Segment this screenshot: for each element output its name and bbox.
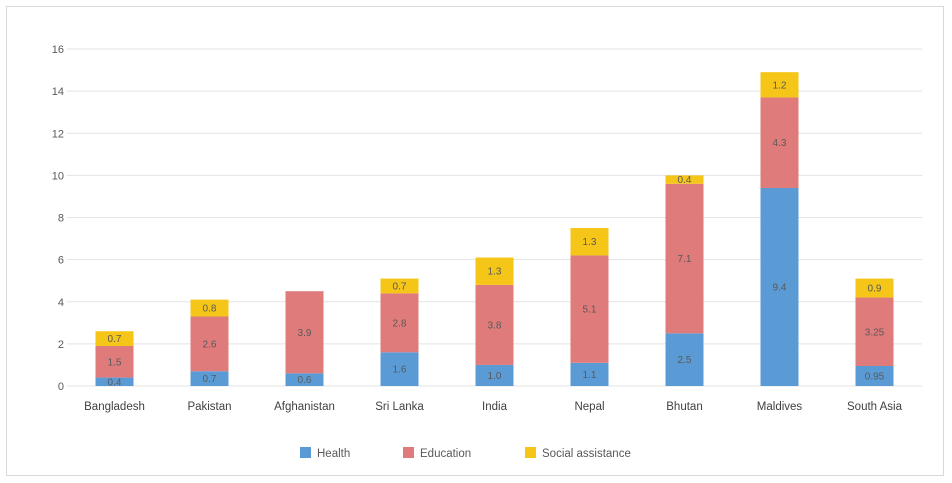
y-tick-label: 16 [52, 44, 64, 56]
x-category-label: South Asia [847, 401, 903, 413]
x-category-label: Bangladesh [84, 401, 145, 413]
data-label: 0.4 [108, 377, 122, 388]
legend-swatch [403, 447, 414, 458]
bar-segment-health [380, 352, 419, 386]
data-label: 0.9 [868, 284, 882, 295]
legend-item: Social assistance [525, 447, 631, 460]
bar-segment-education [855, 297, 894, 366]
bar-segment-social-assistance [570, 228, 609, 256]
bar-segment-social-assistance [190, 299, 229, 317]
bar-segment-social-assistance [855, 278, 894, 298]
bar-segment-health [570, 362, 609, 386]
legend-item: Education [403, 447, 471, 460]
data-label: 0.95 [865, 371, 885, 382]
data-label: 0.8 [203, 304, 217, 315]
stacked-bar-chart: 0 2 4 6 8 10 12 14 16 0.4 1.5 0.7 0.7 2.6 0.8 0.6 3.9 1.… [52, 44, 922, 460]
x-category-label: Maldives [757, 401, 803, 413]
x-axis-categories: Bangladesh Pakistan Afghanistan Sri Lanka In… [84, 401, 902, 413]
y-tick-label: 0 [58, 381, 64, 393]
bar-segment-health [95, 377, 134, 386]
bar-stack: 0.6 3.9 [285, 291, 324, 386]
legend-label: Social assistance [542, 448, 631, 460]
bar-segment-education [665, 183, 704, 334]
data-label: 9.4 [773, 283, 787, 294]
bar-segment-health [190, 371, 229, 386]
data-label: 2.6 [203, 339, 217, 350]
bar-segment-education [760, 97, 799, 189]
y-tick-label: 12 [52, 128, 64, 140]
bar-segment-health [855, 365, 894, 386]
data-label: 0.7 [108, 334, 122, 345]
bar-segment-social-assistance [760, 72, 799, 98]
y-tick-label: 4 [58, 297, 64, 309]
legend-label: Health [317, 448, 350, 460]
data-label: 3.9 [298, 328, 312, 339]
legend-swatch [525, 447, 536, 458]
bar-segment-education [285, 291, 324, 374]
bar-stack: 2.5 7.1 0.4 [665, 175, 704, 386]
x-category-label: India [482, 401, 508, 413]
bar-segment-education [380, 293, 419, 353]
legend: Health Education Social assistance [300, 447, 631, 460]
data-label: 3.8 [488, 320, 502, 331]
x-category-label: Afghanistan [274, 401, 335, 413]
data-label: 1.1 [583, 370, 597, 381]
x-category-label: Sri Lanka [375, 401, 424, 413]
y-axis-ticks: 0 2 4 6 8 10 12 14 16 [52, 44, 64, 393]
legend-item: Health [300, 447, 350, 460]
data-label: 5.1 [583, 305, 597, 316]
chart-frame: 0 2 4 6 8 10 12 14 16 0.4 1.5 0.7 0.7 2.6 0.8 0.6 3.9 1.… [6, 6, 944, 476]
bar-stack: 1.6 2.8 0.7 [380, 278, 419, 386]
data-label: 1.0 [488, 371, 502, 382]
data-label: 1.3 [488, 267, 502, 278]
bar-segment-health [475, 364, 514, 386]
data-label: 0.7 [203, 374, 217, 385]
bar-segment-health [665, 333, 704, 386]
y-tick-label: 10 [52, 170, 64, 182]
bar-stack: 1.0 3.8 1.3 [475, 257, 514, 386]
bars: 0.41.50.70.72.60.80.63.91.62.80.71.03.81… [95, 72, 894, 388]
x-category-label: Bhutan [666, 401, 702, 413]
data-label: 0.6 [298, 375, 312, 386]
bar-segment-social-assistance [380, 278, 419, 294]
bar-segment-education [475, 284, 514, 365]
bar-segment-health [760, 188, 799, 386]
bar-stack: 0.95 3.25 0.9 [855, 278, 894, 386]
y-tick-label: 6 [58, 255, 64, 267]
bar-segment-social-assistance [475, 257, 514, 285]
x-category-label: Nepal [574, 401, 604, 413]
x-category-label: Pakistan [187, 401, 231, 413]
y-tick-label: 14 [52, 86, 64, 98]
legend-label: Education [420, 448, 471, 460]
bar-segment-health [285, 373, 324, 386]
data-label: 2.5 [678, 355, 692, 366]
y-tick-label: 8 [58, 213, 64, 225]
data-label: 4.3 [773, 138, 787, 149]
data-label: 0.7 [393, 281, 407, 292]
bar-segment-education [570, 255, 609, 363]
data-label: 2.8 [393, 318, 407, 329]
data-label: 1.2 [773, 80, 787, 91]
data-label: 1.6 [393, 365, 407, 376]
data-label: 3.25 [865, 327, 885, 338]
bar-stack: 1.1 5.1 1.3 [570, 228, 609, 386]
bar-segment-education [190, 316, 229, 372]
y-tick-label: 2 [58, 339, 64, 351]
data-label: 7.1 [678, 254, 692, 265]
bar-stack: 9.4 4.3 1.2 [760, 72, 799, 386]
data-label: 1.3 [583, 237, 597, 248]
bar-segment-social-assistance [665, 175, 704, 184]
data-label: 0.4 [678, 175, 692, 186]
bar-stack: 0.7 2.6 0.8 [190, 299, 229, 386]
bar-stack: 0.4 1.5 0.7 [95, 331, 134, 388]
data-label: 1.5 [108, 357, 122, 368]
bar-segment-education [95, 345, 134, 378]
bar-segment-social-assistance [95, 331, 134, 346]
legend-swatch [300, 447, 311, 458]
